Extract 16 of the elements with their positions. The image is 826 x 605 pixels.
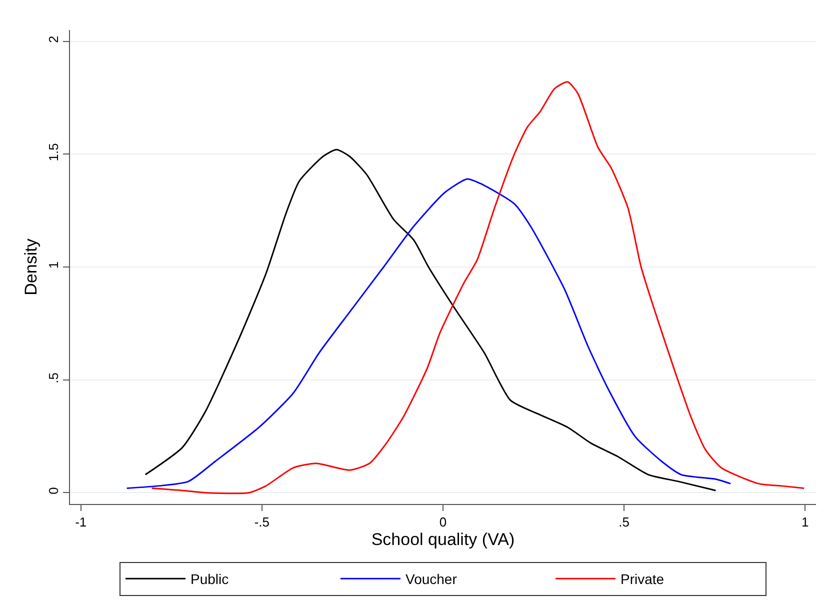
legend-label: Voucher — [406, 571, 458, 588]
x-tick-label: 1 — [802, 514, 809, 530]
x-tick-label: .5 — [618, 514, 630, 530]
x-tick-label: 0 — [439, 514, 447, 530]
legend-label: Public — [190, 571, 229, 588]
legend-label: Private — [620, 571, 664, 588]
y-tick-label: 1.5 — [46, 143, 61, 162]
x-tick-label: -1 — [75, 514, 87, 530]
x-tick-label: -.5 — [254, 514, 270, 530]
y-tick-label: 2 — [46, 36, 61, 43]
y-tick-label: .5 — [46, 372, 61, 384]
x-axis-title: School quality (VA) — [371, 530, 515, 549]
y-axis-title: Density — [21, 238, 40, 296]
line-series — [151, 81, 805, 494]
y-tick-label: 1 — [46, 261, 61, 269]
y-tick-label: 0 — [46, 487, 61, 494]
